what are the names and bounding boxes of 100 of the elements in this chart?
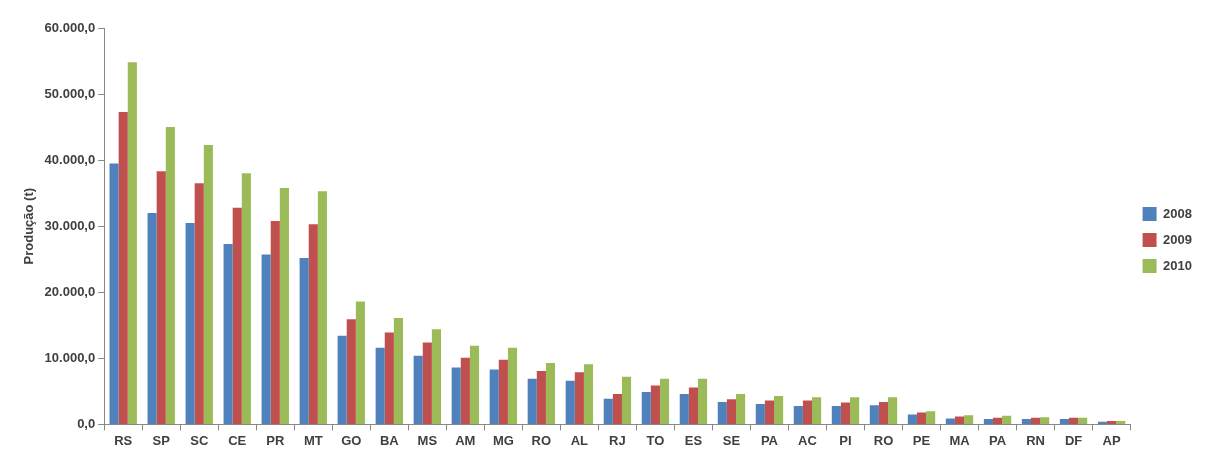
bar [565, 380, 575, 424]
x-tick-label: MA [949, 432, 971, 448]
bar [422, 342, 432, 424]
bar [688, 387, 698, 424]
y-axis-title: Produção (t) [21, 187, 37, 265]
x-tick-label: RO [531, 432, 552, 448]
bar [241, 173, 251, 424]
x-tick-label: BA [379, 432, 400, 448]
bar [907, 414, 917, 424]
bar [489, 369, 499, 424]
bar [850, 397, 860, 424]
bar [679, 394, 689, 424]
bar [393, 318, 403, 424]
bar [451, 367, 461, 424]
x-tick-label: RJ [609, 432, 626, 448]
bar [583, 364, 594, 424]
y-tick-label: 20.000,0 [44, 283, 96, 299]
bar [165, 127, 175, 424]
bar [375, 347, 385, 424]
bar [650, 385, 660, 424]
bar [384, 332, 394, 424]
bar [527, 378, 537, 424]
bar [1030, 417, 1041, 424]
bar [232, 207, 242, 424]
bar [203, 144, 213, 424]
x-tick-label: AM [455, 432, 476, 448]
bar [118, 111, 128, 424]
x-tick-label: PI [839, 432, 852, 448]
bar [736, 394, 746, 424]
bar [223, 244, 233, 424]
bar [1002, 415, 1012, 424]
bar [954, 416, 965, 424]
bar [507, 347, 518, 424]
bar [317, 191, 327, 424]
bar [659, 378, 670, 424]
bar [536, 370, 546, 424]
bar [621, 376, 632, 424]
bar [717, 401, 727, 424]
x-tick-label: GO [341, 432, 362, 448]
bar [156, 171, 166, 424]
bar [194, 183, 204, 424]
bar [774, 395, 784, 424]
bar [964, 415, 974, 424]
x-tick-label: SC [190, 432, 209, 448]
x-tick-label: MT [303, 432, 323, 448]
x-tick-label: PA [760, 432, 779, 448]
bar [812, 397, 822, 424]
bar [308, 224, 318, 424]
bar [869, 405, 879, 424]
bar [641, 392, 651, 424]
x-tick-label: DF [1064, 432, 1083, 448]
bar [1107, 421, 1117, 424]
bar [945, 418, 955, 424]
y-tick-label: 60.000,0 [44, 19, 96, 35]
bar [603, 398, 613, 424]
bar [413, 355, 423, 424]
bar [346, 319, 356, 424]
bar [878, 401, 889, 424]
bar [926, 411, 936, 424]
bar [831, 405, 841, 424]
bar [460, 357, 470, 424]
bar [1040, 417, 1050, 424]
bar [574, 372, 584, 424]
x-tick-label: AC [798, 432, 818, 448]
bar [185, 222, 195, 424]
y-tick-label: 10.000,0 [44, 349, 96, 365]
bar [355, 301, 365, 424]
y-tick-label: 0,0 [77, 415, 96, 431]
y-tick-label: 40.000,0 [44, 151, 96, 167]
bar [802, 400, 813, 424]
bar [793, 405, 803, 424]
x-tick-label: SP [152, 432, 171, 448]
bar [916, 412, 927, 424]
legend-label: 2010 [1163, 257, 1192, 273]
bar [261, 254, 271, 424]
x-tick-label: SE [722, 432, 741, 448]
x-tick-label: AP [1102, 432, 1121, 448]
x-tick-label: ES [684, 432, 703, 448]
legend-label: 2009 [1163, 231, 1192, 247]
bar [147, 212, 157, 424]
bar [299, 257, 309, 424]
bar [992, 417, 1003, 424]
x-tick-label: AL [570, 432, 589, 448]
bar [109, 163, 119, 424]
x-tick-label: MS [417, 432, 438, 448]
bar [1059, 419, 1069, 424]
x-tick-label: RN [1026, 432, 1045, 448]
bar [983, 419, 993, 424]
bar [888, 397, 898, 424]
x-tick-label: RS [114, 432, 133, 448]
bar [1116, 421, 1126, 424]
x-tick-label: RO [873, 432, 894, 448]
bar [469, 345, 480, 424]
bar [840, 402, 851, 424]
bar [279, 187, 289, 424]
bar [1021, 419, 1031, 424]
bar [612, 394, 622, 424]
bar [1069, 417, 1079, 424]
x-tick-label: PR [266, 432, 285, 448]
bar [726, 399, 736, 424]
